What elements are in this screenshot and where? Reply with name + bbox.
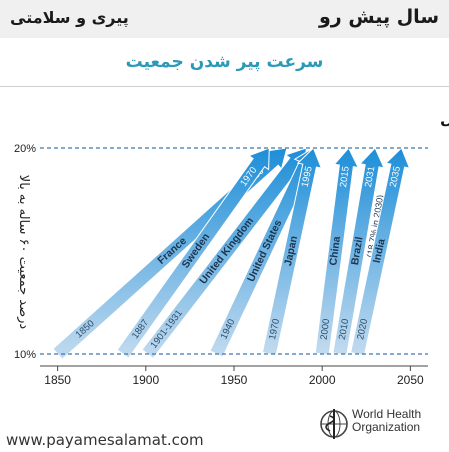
x-tick-label-4: 2050 bbox=[397, 373, 424, 387]
header-title-left: پیری و سلامتی bbox=[10, 8, 129, 27]
arrow-china bbox=[314, 147, 360, 356]
end-label-6: 2031 bbox=[363, 165, 377, 188]
subtitle: سرعت پیر شدن جمعیت bbox=[125, 52, 324, 72]
y-axis-title: درصد جمعیت ۶۰ ساله به بالا bbox=[16, 175, 31, 330]
arrow-india bbox=[350, 147, 411, 357]
who-logo: World Health Organization bbox=[318, 404, 443, 444]
who-line-2: Organization bbox=[352, 420, 421, 434]
who-name: World Health Organization bbox=[352, 408, 421, 434]
divider bbox=[0, 86, 449, 87]
x-tick-label-1: 1900 bbox=[132, 373, 159, 387]
country-label-7: India bbox=[371, 238, 388, 265]
end-label-7: 2035 bbox=[388, 165, 403, 188]
who-line-1: World Health bbox=[352, 407, 422, 421]
y-tick-label-0: 10% bbox=[14, 349, 36, 361]
x-tick-label-3: 2000 bbox=[309, 373, 336, 387]
start-label-5: 2000 bbox=[319, 318, 333, 340]
arrow-sweden bbox=[116, 147, 270, 359]
start-label-4: 1970 bbox=[267, 318, 282, 341]
chart-title: زمان مورد نیاز برای دو برابر شدن درصد جم… bbox=[440, 110, 449, 128]
y-tick-label-1: 20% bbox=[14, 143, 36, 155]
footer-url[interactable]: www.payamesalamat.com bbox=[6, 431, 204, 449]
end-label-5: 2015 bbox=[338, 166, 352, 188]
start-label-7: 2020 bbox=[355, 318, 370, 341]
arrow-brazil bbox=[332, 147, 385, 356]
start-label-6: 2010 bbox=[337, 318, 351, 341]
who-emblem-icon bbox=[320, 409, 348, 439]
x-tick-label-0: 1850 bbox=[44, 373, 71, 387]
x-tick-label-2: 1950 bbox=[221, 373, 248, 387]
arrow-japan bbox=[261, 147, 323, 357]
end-label-4: 1995 bbox=[300, 165, 315, 188]
header-bar: سال پیش رو پیری و سلامتی bbox=[0, 0, 449, 38]
header-title-right: سال پیش رو bbox=[318, 6, 439, 28]
country-label-6: Brazil bbox=[349, 236, 366, 266]
country-label-5: China bbox=[327, 236, 343, 267]
